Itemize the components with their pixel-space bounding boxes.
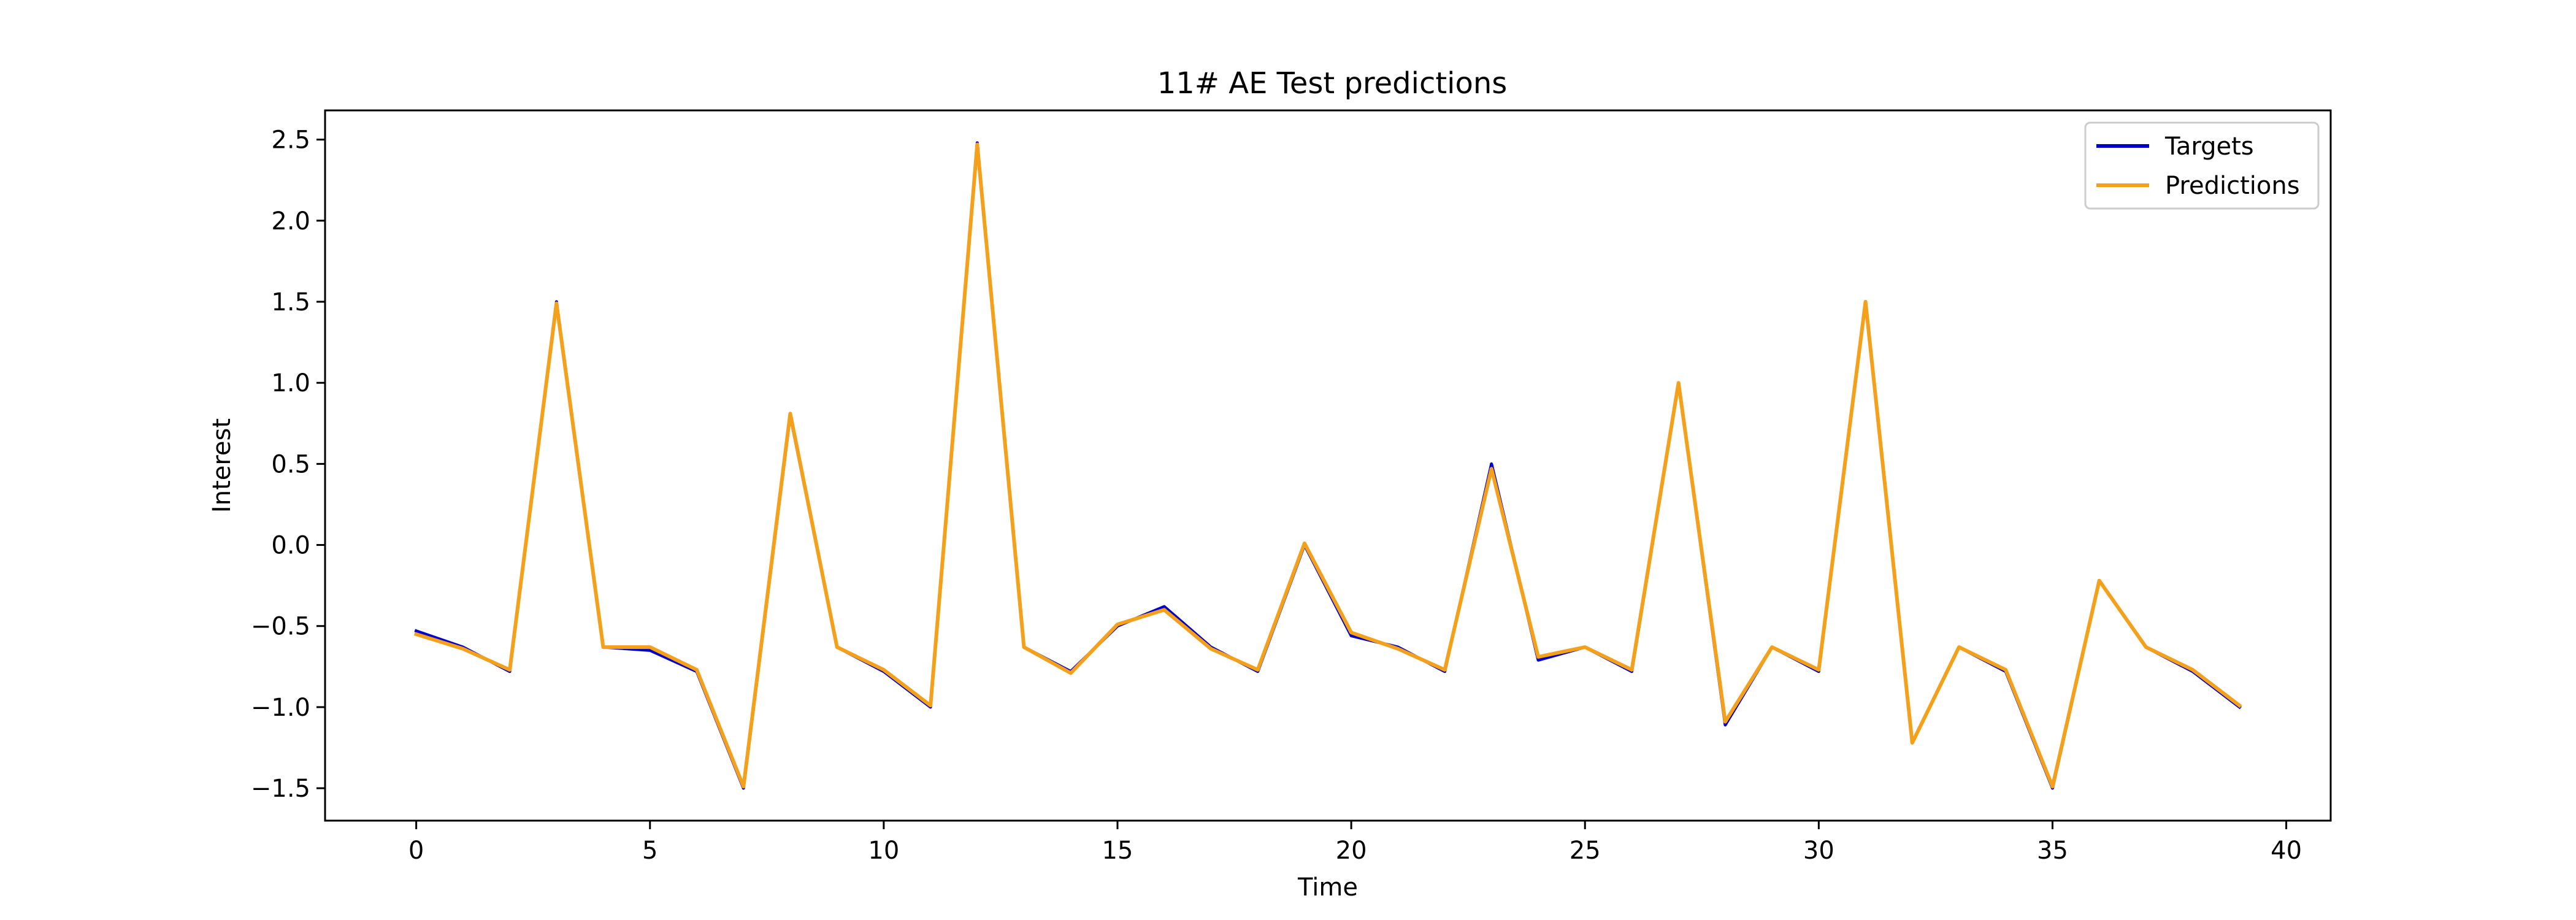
x-tick-label: 35 [2037, 837, 2068, 865]
x-tick-label: 15 [1102, 837, 1133, 865]
y-tick-label: 0.5 [271, 450, 310, 478]
x-tick-label: 40 [2271, 837, 2302, 865]
legend-label-targets: Targets [2164, 132, 2254, 161]
x-tick-label: 0 [408, 837, 424, 865]
y-tick-label: −1.0 [251, 694, 310, 722]
legend-label-predictions: Predictions [2165, 172, 2300, 200]
x-tick-label: 30 [1803, 837, 1834, 865]
series-line-predictions [413, 142, 2242, 789]
y-tick-label: −1.5 [251, 775, 310, 803]
y-tick-label: 1.5 [271, 288, 310, 316]
y-tick-label: 1.0 [271, 369, 310, 397]
y-axis-label: Interest [208, 418, 236, 513]
chart-title: 11# AE Test predictions [1157, 66, 1508, 101]
x-axis: 0 5 10 15 20 25 30 35 40 [408, 821, 2302, 865]
y-tick-label: 0.0 [271, 532, 310, 560]
x-tick-label: 5 [642, 837, 657, 865]
series-layer [413, 141, 2242, 790]
x-tick-label: 20 [1336, 837, 1367, 865]
y-tick-label: 2.0 [271, 207, 310, 236]
y-tick-label: −0.5 [251, 613, 310, 641]
x-axis-label: Time [1297, 873, 1358, 902]
legend: Targets Predictions [2084, 121, 2320, 210]
plot-area-frame [324, 109, 2332, 822]
x-tick-label: 10 [868, 837, 899, 865]
x-tick-label: 25 [1570, 837, 1601, 865]
y-tick-label: 2.5 [271, 126, 310, 155]
y-axis: −1.5 −1.0 −0.5 0.0 0.5 1.0 1.5 2.0 2.5 [251, 126, 325, 803]
